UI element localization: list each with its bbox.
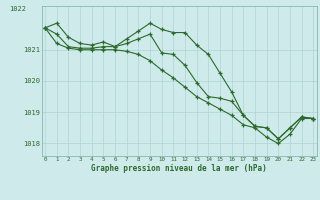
X-axis label: Graphe pression niveau de la mer (hPa): Graphe pression niveau de la mer (hPa) [91, 164, 267, 173]
Text: 1022: 1022 [10, 6, 27, 12]
